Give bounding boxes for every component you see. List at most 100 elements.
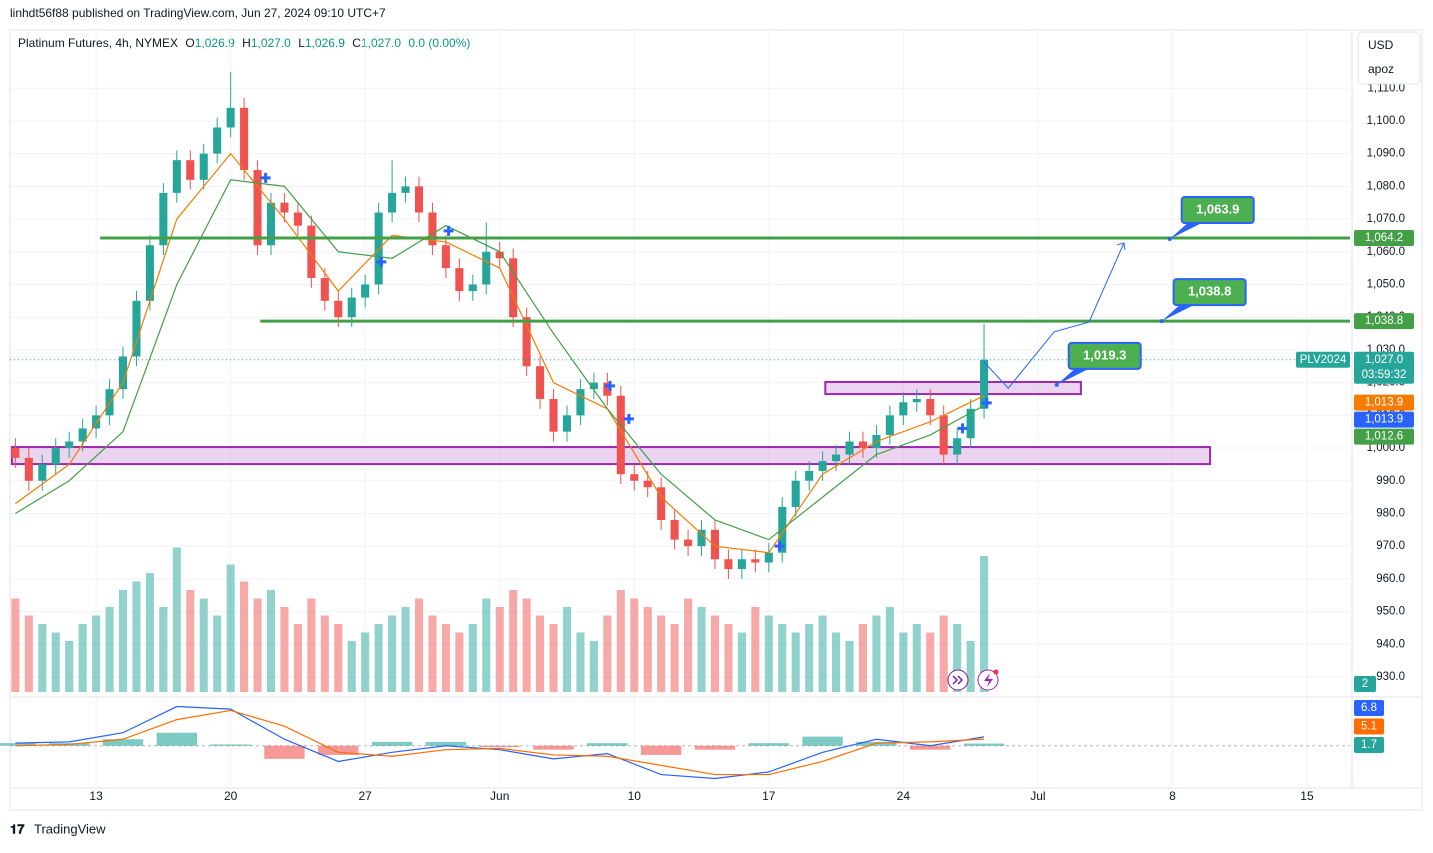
signal-cross [774,541,785,552]
volume-bar [966,641,975,692]
symbol: Platinum Futures, 4h, NYMEX [18,36,178,50]
macd-histogram [479,745,520,748]
volume-bar [145,573,154,692]
candle-body [562,415,572,432]
x-tick-label: Jun [490,789,509,803]
candle-body [522,317,531,367]
candle-body [253,170,262,246]
plot-layer [0,71,1350,780]
volume-bar [872,615,881,692]
candle-body [912,398,921,403]
price-tag: 1,012.6 [1365,431,1403,443]
signal-cross [981,397,992,408]
volume-bar [589,641,598,692]
candle-body [347,297,356,318]
macd-histogram [318,745,359,755]
volume-bar [441,624,450,692]
currency-menu[interactable] [1357,31,1421,85]
flash-glyph [984,673,993,687]
volume-bar [980,556,989,692]
candle-body [939,415,948,455]
zone [10,446,1212,466]
callout-pointer [1169,223,1202,240]
volume-bar [468,624,477,692]
callout-label: 1,063.9 [1196,201,1239,216]
volume-bar [697,607,706,692]
volume-bar [240,581,249,692]
volume-bar [858,624,868,692]
macd-histogram [102,739,144,746]
candle-body [280,202,289,213]
candle-body [159,192,168,246]
volume-bar [630,598,639,692]
macd-histogram [0,743,36,746]
volume-bar [347,641,356,692]
macd-tag: 1.7 [1361,739,1377,751]
candle-body [38,464,47,481]
volume-bar [11,598,20,692]
background-layer: 930.0 940.0 950.0 960.0 970.0 980.0 990.0 1,000… [10,30,1422,803]
candle-body [428,212,437,246]
l-key: L [298,36,305,50]
volume-bar [536,615,545,692]
y-tick-label: 1,070.0 [1367,213,1405,225]
candle-body [172,160,181,193]
candle-body [240,107,249,170]
candle-body [737,559,746,570]
macd-histogram [748,743,789,746]
candle-body [778,506,787,553]
moving-average [15,152,985,554]
unit[interactable]: apoz [1368,62,1394,76]
volume-bar [603,615,612,692]
y-tick-label: 1,050.0 [1367,279,1405,291]
macd-histogram [587,743,628,746]
volume-bar [562,607,572,692]
candle-body [199,153,208,180]
candle-body [818,461,827,471]
candle-body [455,268,464,292]
candle-body [858,441,868,449]
candle-body [926,398,935,416]
macd-tag-bg [1354,700,1384,716]
signal-cross [957,423,968,434]
candle-body [751,559,760,563]
candle-body [226,107,235,128]
volume-bar [213,615,222,692]
volume-bar [818,615,827,692]
brand-logo: 𝟏𝟕 [10,821,25,836]
change: 0.0 (0.00%) [408,36,470,50]
candle-body [616,395,625,475]
volume-bar [401,607,410,692]
signal-cross [443,225,454,236]
signal-cross [376,256,387,267]
legend-text: Platinum Futures, 4h, NYMEX O1,026.9 H1,… [18,36,470,50]
volume-bar [724,624,733,692]
c: 1,027.0 [361,36,401,50]
price-tag: 1,038.8 [1365,315,1403,327]
y-tick-label: 990.0 [1376,475,1405,487]
candle-body [401,186,410,193]
candle-body [51,448,60,465]
y-tick-label: 1,110.0 [1367,82,1405,94]
candle-body [92,415,101,429]
macd-line [15,705,985,780]
volume-bar [455,632,464,692]
candle-body [78,428,87,442]
y-tick-label: 1,100.0 [1367,115,1405,127]
currency[interactable]: USD [1368,38,1394,52]
macd-histogram [694,745,736,750]
volume-bar [616,590,625,692]
callout-box [1067,341,1142,370]
candle-body [764,552,773,563]
y-tick-label: 930.0 [1376,671,1405,683]
candle-body [293,212,302,226]
candle-body [791,480,800,507]
volume-bar [912,624,921,692]
volume-bar [334,624,343,692]
candle-body [307,225,316,278]
volume-bar [266,590,276,692]
macd-histogram [425,741,467,746]
candle-body [495,251,504,259]
volume-bar [657,615,666,692]
candle-body [361,284,370,298]
